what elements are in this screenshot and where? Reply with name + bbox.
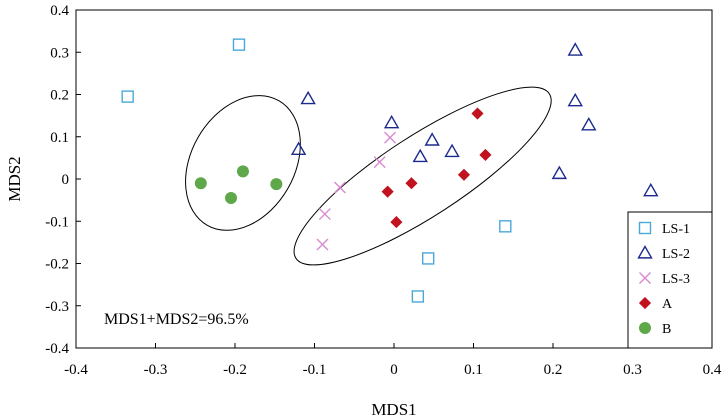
data-point [225, 192, 238, 205]
data-point [236, 165, 249, 178]
data-point [232, 38, 246, 51]
y-tick-label: 0.1 [50, 130, 69, 146]
data-point [316, 238, 329, 251]
data-point [405, 177, 418, 190]
legend-label: A [662, 297, 673, 312]
x-stroke [333, 181, 346, 194]
x-stroke [318, 208, 331, 221]
series-ls-2 [290, 42, 659, 197]
x-stroke [316, 238, 329, 251]
data-point [318, 208, 331, 221]
data-point [457, 168, 471, 181]
series-b [194, 165, 283, 205]
y-tick-label: -0.1 [45, 214, 69, 230]
data-point [381, 185, 394, 198]
legend-marker [638, 296, 652, 310]
y-tick-label: -0.4 [45, 341, 69, 357]
data-point [300, 90, 316, 105]
data-point [333, 181, 346, 194]
data-point [383, 114, 400, 129]
legend-marker [639, 272, 651, 284]
series-ls-3 [316, 131, 397, 251]
x-stroke [384, 131, 397, 144]
data-point [551, 165, 568, 180]
data-point [412, 148, 428, 163]
y-tick-label: 0 [62, 172, 70, 188]
data-point [567, 42, 583, 56]
data-point [194, 177, 207, 190]
y-axis-title: MDS2 [5, 156, 24, 201]
x-stroke [373, 156, 386, 169]
data-point [424, 132, 440, 146]
data-point [411, 290, 425, 303]
x-tick-label: 0.1 [464, 362, 483, 378]
data-point [643, 182, 659, 197]
x-tick-label: 0.4 [703, 362, 722, 378]
x-tick-label: -0.2 [223, 362, 247, 378]
legend-marker [639, 322, 651, 334]
x-axis-title: MDS1 [371, 400, 416, 419]
y-tick-label: 0.4 [50, 3, 69, 19]
x-tick-label: 0.3 [623, 362, 642, 378]
x-tick-label: -0.3 [144, 362, 168, 378]
x-stroke [639, 272, 651, 284]
variance-annotation: MDS1+MDS2=96.5% [104, 311, 249, 328]
legend-label: LS-1 [662, 222, 690, 237]
data-point [421, 252, 435, 265]
axes-frame [75, 9, 713, 349]
data-point [567, 92, 583, 107]
ellipse-group [185, 86, 552, 266]
series-ls-1 [121, 38, 512, 303]
legend-marker [638, 221, 652, 235]
data-point [270, 178, 283, 191]
data-point [290, 141, 307, 156]
ellipse-B [185, 95, 301, 231]
legend-label: B [662, 322, 671, 337]
data-point [384, 131, 397, 144]
x-tick-label: 0.2 [544, 362, 563, 378]
x-tick-label: -0.1 [303, 362, 327, 378]
y-tick-label: -0.3 [45, 299, 69, 315]
series-a [381, 107, 492, 229]
legend-marker [637, 245, 653, 259]
x-tick-label: 0 [390, 362, 398, 378]
data-point [373, 156, 386, 169]
legend-label: LS-3 [662, 272, 690, 287]
legend: LS-1 LS-2 LS-3 AB [627, 211, 713, 349]
data-points [121, 38, 659, 303]
legend-label: LS-2 [662, 247, 690, 262]
data-point [479, 148, 492, 161]
plot-frame [75, 9, 713, 349]
x-tick-label: -0.4 [64, 362, 88, 378]
y-tick-label: 0.3 [50, 45, 69, 61]
data-point [499, 220, 512, 233]
y-tick-label: -0.2 [45, 257, 69, 273]
y-tick-label: 0.2 [50, 88, 69, 104]
ellipse-main [293, 86, 552, 266]
data-point [581, 117, 597, 131]
data-point [444, 143, 460, 158]
data-point [390, 216, 403, 229]
data-point [471, 107, 484, 120]
tick-labels: -0.4 -0.3 -0.2 -0.1 0 0.1 0.2 0.3 0.4 -0.4 -0.3 -0.… [45, 3, 722, 378]
data-point [121, 90, 134, 103]
